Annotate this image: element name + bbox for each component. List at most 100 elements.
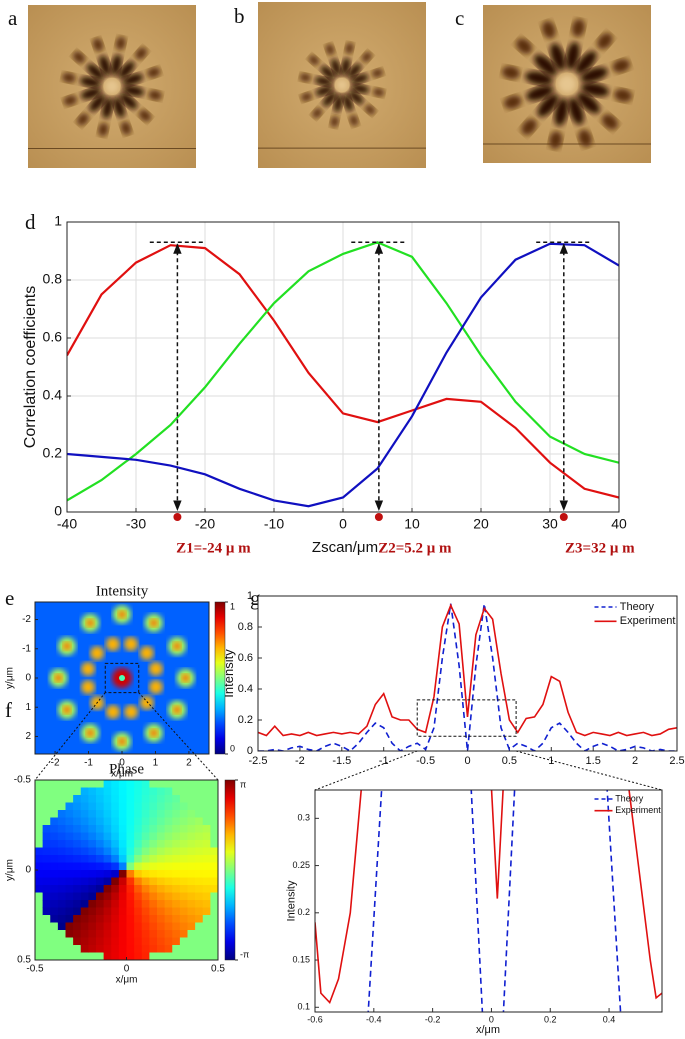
- phase-pixel: [111, 877, 120, 886]
- phase-pixel: [141, 802, 150, 811]
- phase-pixel: [172, 870, 181, 878]
- afm-blob: [118, 61, 135, 79]
- phase-pixel: [111, 945, 120, 953]
- phase-pixel: [179, 877, 188, 886]
- phase-pixel: [164, 787, 173, 796]
- phase-pixel: [134, 870, 143, 878]
- phase-pixel: [73, 952, 82, 960]
- phase-pixel: [118, 892, 127, 901]
- afm-blob: [299, 73, 312, 82]
- afm-blob: [549, 131, 563, 150]
- phase-pixel: [126, 930, 135, 938]
- phase-pixel: [187, 937, 196, 946]
- phase-pixel: [73, 915, 82, 923]
- phase-pixel: [126, 832, 135, 841]
- phase-pixel: [187, 810, 196, 818]
- phase-pixel: [42, 952, 51, 960]
- x-tick-label: -0.2: [425, 1014, 441, 1024]
- x-tick-label: 0: [124, 964, 130, 975]
- phase-pixel: [65, 885, 74, 893]
- phase-pixel: [134, 862, 143, 871]
- afm-blob: [98, 122, 109, 137]
- phase-pixel: [111, 802, 120, 811]
- afm-blob: [76, 113, 89, 126]
- phase-pixel: [96, 930, 105, 938]
- phase-pixel: [118, 952, 127, 960]
- phase-pixel: [164, 855, 173, 863]
- afm-blob: [537, 93, 559, 117]
- afm-blob: [350, 74, 369, 85]
- phase-pixel: [65, 795, 74, 803]
- y-axis-label: y/μm: [5, 859, 16, 881]
- phase-pixel: [195, 907, 204, 916]
- phase-pixel: [96, 780, 105, 788]
- phase-pixel: [118, 862, 127, 871]
- phase-pixel: [210, 855, 218, 863]
- x-tick-label: 0: [119, 758, 125, 769]
- phase-pixel: [172, 817, 181, 826]
- x-tick-label: 20: [473, 515, 489, 531]
- phase-pixel: [88, 952, 97, 960]
- x-tick-label: 30: [542, 515, 558, 531]
- x-tick-label: 0: [489, 1014, 494, 1024]
- phase-pixel: [80, 945, 89, 953]
- afm-blob: [597, 33, 613, 50]
- phase-pixel: [187, 870, 196, 878]
- phase-pixel: [111, 922, 120, 931]
- phase-pixel: [35, 907, 44, 916]
- phase-pixel: [96, 840, 105, 848]
- phase-pixel: [57, 907, 66, 916]
- phase-pixel: [202, 922, 211, 931]
- afm-blob: [333, 94, 343, 113]
- phase-pixel: [172, 885, 181, 893]
- phase-pixel: [195, 802, 204, 811]
- phase-pixel: [65, 900, 74, 908]
- phase-pixel: [111, 870, 120, 878]
- phase-pixel: [57, 862, 66, 871]
- phase-pixel: [195, 795, 204, 803]
- phase-pixel: [111, 832, 120, 841]
- petal: [118, 737, 126, 746]
- y-tick-label: 0.25: [292, 860, 310, 870]
- phase-pixel: [179, 952, 188, 960]
- phase-pixel: [210, 870, 218, 878]
- petal: [54, 674, 63, 682]
- petal: [105, 637, 120, 652]
- phase-pixel: [111, 847, 120, 856]
- afm-blob: [322, 91, 337, 107]
- phase-pixel: [149, 810, 158, 818]
- phase-pixel: [35, 937, 44, 946]
- phase-pixel: [118, 915, 127, 923]
- phase-pixel: [172, 810, 181, 818]
- colorbar-tick-label: 0: [230, 743, 235, 753]
- phase-pixel: [179, 780, 188, 788]
- phase-pixel: [103, 937, 112, 946]
- phase-pixel: [57, 810, 66, 818]
- afm-blob: [614, 88, 633, 102]
- afm-images: [28, 2, 651, 168]
- phase-pixel: [157, 862, 166, 871]
- phase-pixel: [149, 787, 158, 796]
- phase-pixel: [50, 802, 59, 811]
- phase-pixel: [73, 930, 82, 938]
- x-axis-label: x/μm: [116, 975, 138, 986]
- afm-blob: [63, 95, 78, 106]
- y-tick-label: 0.1: [297, 1002, 310, 1012]
- phase-pixel: [111, 862, 120, 871]
- phase-pixel: [80, 780, 89, 788]
- panel-label: e: [5, 586, 14, 610]
- afm-center: [105, 79, 119, 94]
- phase-pixel: [118, 907, 127, 916]
- afm-blob: [312, 107, 323, 119]
- phase-pixel: [172, 825, 181, 833]
- phase-pixel: [35, 900, 44, 908]
- legend-label: Experiment: [615, 805, 661, 815]
- phase-pixel: [35, 817, 44, 826]
- afm-blob: [501, 66, 520, 80]
- phase-pixel: [210, 810, 218, 818]
- x-axis-label: Zscan/μm: [312, 539, 378, 556]
- phase-pixel: [210, 877, 218, 886]
- phase-pixel: [57, 795, 66, 803]
- phase-pixel: [73, 885, 82, 893]
- zoom-box: [104, 662, 140, 694]
